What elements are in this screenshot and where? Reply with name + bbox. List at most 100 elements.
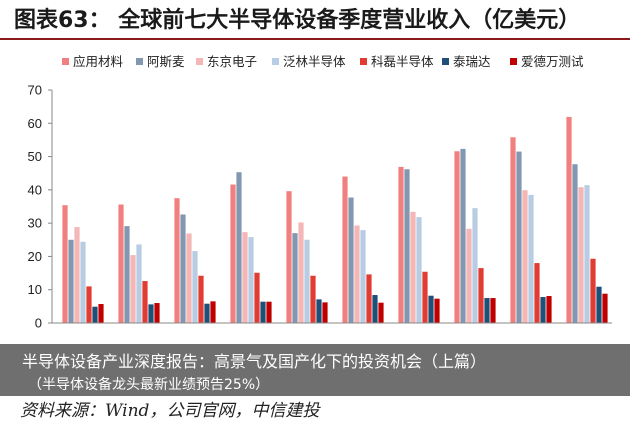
bar — [528, 194, 534, 323]
legend-label: 东京电子 — [207, 54, 257, 69]
legend-item: 泛林半导体 — [272, 54, 346, 69]
bar — [136, 244, 142, 323]
bar — [434, 298, 440, 323]
bar — [540, 297, 546, 323]
y-tick-label: 40 — [28, 182, 42, 197]
bar — [236, 172, 242, 323]
legend-label: 爱德万测试 — [521, 54, 584, 69]
bar — [154, 303, 160, 323]
bar — [260, 301, 266, 323]
bar — [204, 303, 210, 323]
bar — [354, 225, 360, 323]
bar — [68, 239, 74, 323]
bar — [74, 227, 80, 323]
legend-swatch — [360, 58, 367, 65]
bar — [248, 237, 254, 323]
legend-item: 应用材料 — [62, 54, 124, 69]
bar — [534, 263, 540, 323]
bar — [578, 187, 584, 323]
legend-label: 泛林半导体 — [283, 54, 346, 69]
legend-swatch — [442, 58, 449, 65]
bar — [404, 169, 410, 323]
bar — [298, 222, 304, 323]
legend-swatch — [62, 58, 69, 65]
bar — [454, 151, 460, 323]
source-note: 资料来源：Wind，公司官网，中信建投 — [20, 401, 320, 421]
y-tick-label: 20 — [28, 249, 42, 264]
bar — [142, 281, 148, 323]
bar — [230, 184, 236, 323]
bar — [410, 211, 416, 323]
bar — [490, 298, 496, 323]
y-axis: 0 10 20 30 40 50 60 70 — [28, 83, 53, 331]
bar — [174, 198, 180, 323]
bar — [310, 275, 316, 323]
bar — [416, 217, 422, 323]
bar — [342, 176, 348, 323]
title-rule — [0, 38, 630, 40]
bar — [192, 251, 198, 323]
legend-label: 泰瑞达 — [453, 54, 491, 69]
bar — [522, 190, 528, 323]
bar — [304, 239, 310, 323]
bar — [596, 286, 602, 323]
bar — [242, 232, 248, 323]
y-tick-label: 0 — [35, 316, 42, 331]
bar — [322, 302, 328, 323]
bar — [148, 304, 154, 323]
bar — [124, 226, 130, 323]
bar — [292, 233, 298, 323]
bar — [62, 205, 68, 323]
bar — [198, 275, 204, 323]
bar — [316, 299, 322, 323]
bar — [584, 185, 590, 323]
bar — [130, 255, 136, 323]
bar — [484, 298, 490, 323]
article-title-overlay[interactable]: 半导体设备产业深度报告：高景气及国产化下的投资机会（上篇） （半导体设备龙头最新… — [0, 344, 630, 396]
bar — [478, 268, 484, 323]
article-subtitle: （半导体设备龙头最新业绩预告25%） — [28, 377, 270, 393]
bar — [428, 295, 434, 323]
bar — [186, 233, 192, 323]
bar — [472, 208, 478, 323]
bar-chart: 应用材料 阿斯麦 东京电子 泛林半导体 科磊半导体 泰瑞达 爱德万测试 0 10 20 30 40 5… — [28, 54, 612, 331]
legend: 应用材料 阿斯麦 东京电子 泛林半导体 科磊半导体 泰瑞达 爱德万测试 — [62, 54, 584, 69]
y-tick-label: 70 — [28, 83, 42, 98]
bar — [348, 197, 354, 323]
bar — [180, 214, 186, 323]
legend-item: 阿斯麦 — [136, 54, 185, 69]
legend-swatch — [510, 58, 517, 65]
bar — [98, 304, 104, 323]
legend-item: 科磊半导体 — [360, 54, 434, 69]
bar — [566, 116, 572, 324]
legend-label: 阿斯麦 — [147, 54, 185, 69]
bar — [210, 301, 216, 323]
bar — [92, 306, 98, 323]
legend-item: 爱德万测试 — [510, 54, 584, 69]
title-bar: 图表63： 全球前七大半导体设备季度营业收入（亿美元） — [0, 0, 630, 40]
bar — [590, 258, 596, 323]
bar — [422, 271, 428, 323]
bar — [378, 302, 384, 323]
bar — [118, 204, 124, 323]
bar — [360, 230, 366, 323]
bar — [546, 296, 552, 323]
bar — [510, 137, 516, 323]
y-tick-label: 60 — [28, 116, 42, 131]
legend-swatch — [136, 58, 143, 65]
y-tick-label: 10 — [28, 282, 42, 297]
bar — [572, 164, 578, 323]
bar — [286, 191, 292, 323]
bar — [266, 301, 272, 323]
bar — [254, 272, 260, 323]
legend-label: 科磊半导体 — [371, 54, 434, 69]
bars — [62, 116, 608, 324]
bar — [86, 286, 92, 323]
legend-swatch — [272, 58, 279, 65]
article-title: 半导体设备产业深度报告：高景气及国产化下的投资机会（上篇） — [22, 352, 487, 371]
bar — [466, 228, 472, 323]
bar — [398, 166, 404, 323]
y-tick-label: 30 — [28, 216, 42, 231]
bar — [602, 293, 608, 323]
legend-item: 泰瑞达 — [442, 54, 491, 69]
